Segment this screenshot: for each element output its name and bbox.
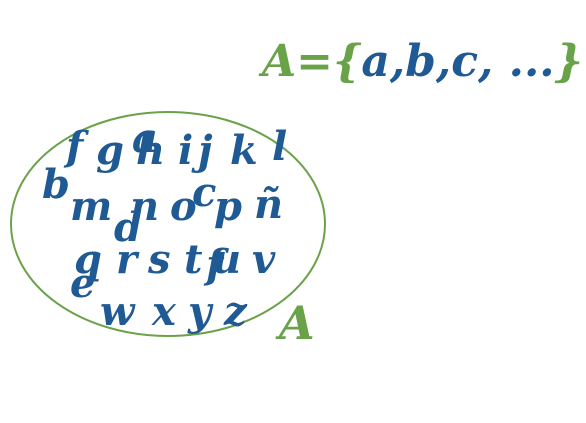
set-member-u: u — [212, 236, 242, 283]
set-member-a: a — [132, 115, 158, 162]
equals-sign: = — [296, 36, 334, 87]
set-member-s: s — [148, 236, 171, 283]
set-member-b: b — [42, 161, 70, 208]
set-member-q: q — [74, 236, 102, 283]
set-member-p: p — [214, 183, 242, 230]
set-member-e: e — [70, 260, 96, 307]
set-member-i: i — [178, 127, 194, 174]
set-member-z: z — [224, 288, 247, 335]
set-member-l: l — [272, 123, 288, 170]
set-member-o: o — [170, 183, 197, 230]
set-member-d: d — [114, 204, 142, 251]
set-label: A — [279, 296, 315, 350]
set-member-r: r — [116, 236, 138, 283]
set-member-h: h — [136, 127, 166, 174]
set-member-j: j — [198, 127, 213, 174]
set-member-g: g — [96, 127, 124, 174]
set-member-m: m — [70, 183, 113, 230]
close-brace: } — [554, 36, 583, 87]
set-member-enie: ñ — [254, 181, 284, 228]
set-elements: a,b,c, ... — [361, 36, 555, 87]
set-member-c: c — [192, 169, 217, 216]
set-ellipse — [10, 111, 326, 337]
set-member-k: k — [230, 127, 258, 174]
set-notation: A={a,b,c, ...} — [262, 40, 583, 84]
set-member-w: w — [100, 288, 135, 335]
open-brace: { — [333, 36, 362, 87]
set-member-y: y — [188, 288, 212, 335]
set-member-f: f — [66, 123, 84, 170]
set-member-t: t — [184, 236, 203, 283]
set-member-f2: f — [206, 241, 224, 288]
set-member-x: x — [152, 288, 176, 335]
set-member-v: v — [252, 236, 276, 283]
set-member-n: n — [130, 183, 160, 230]
set-name: A — [262, 36, 297, 87]
